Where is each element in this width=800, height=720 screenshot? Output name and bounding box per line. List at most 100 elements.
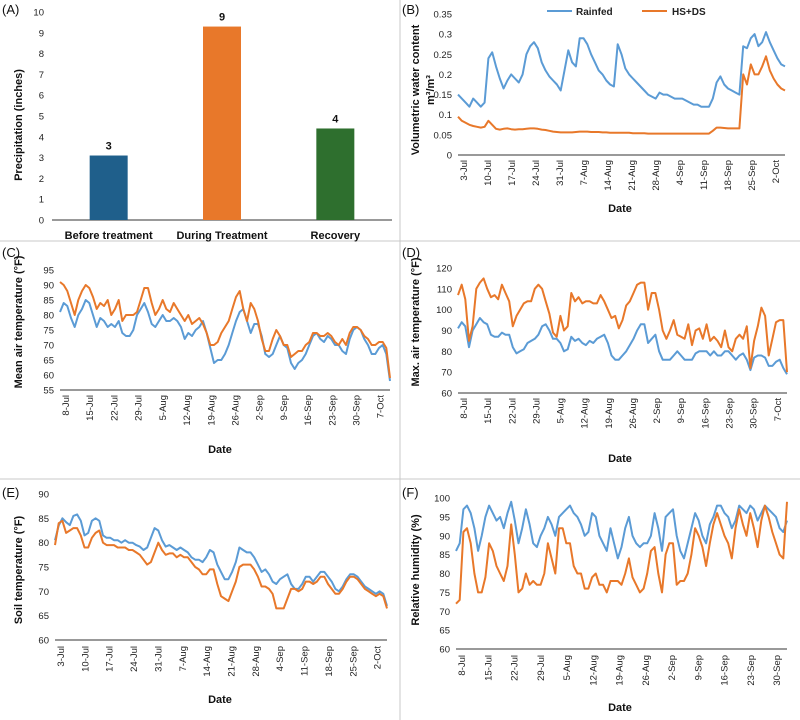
panel-e-ytick-label: 60: [38, 636, 49, 647]
panel-f-ytick-label: 100: [434, 494, 450, 505]
panel-c-xtick-label: 9-Sep: [279, 395, 290, 420]
panel-b-ytick-label: 0.15: [434, 90, 453, 101]
panel-d-xlabel: Date: [608, 453, 632, 465]
panel-c-xtick-label: 2-Sep: [255, 395, 266, 420]
panel-e-xtick-label: 21-Aug: [227, 646, 238, 677]
panel-a-bar: [89, 155, 128, 220]
panel-e-xtick-label: 2-Oct: [373, 646, 384, 670]
panel-d-xtick-label: 8-Jul: [459, 398, 470, 419]
panel-c-ytick-label: 65: [43, 356, 54, 367]
panel-a-ytick-label: 0: [39, 216, 44, 227]
panel-b-ytick-label: 0.25: [434, 50, 453, 61]
panel-e-xtick-label: 3-Jul: [56, 646, 67, 667]
panel-e-xtick-label: 11-Sep: [300, 646, 311, 676]
panel-b-xtick-label: 25-Sep: [747, 160, 758, 191]
panel-e-ytick-label: 70: [38, 587, 49, 598]
panel-b-ytick-label: 0: [447, 151, 452, 162]
panel-e-ytick-label: 80: [38, 538, 49, 549]
panel-c-ytick-label: 55: [43, 386, 54, 397]
panel-d-max-air-temp-chart: (D) Max. air temperature (°F) Date 60 70 8…: [402, 245, 788, 465]
panel-b-xtick-label: 3-Jul: [459, 160, 470, 181]
panel-a-ytick-label: 3: [39, 153, 44, 164]
panel-b-series-hsds: [457, 55, 786, 135]
panel-b-xlabel: Date: [608, 203, 632, 215]
panel-b-label: (B): [402, 2, 419, 17]
panel-d-ytick-label: 60: [441, 389, 452, 400]
panel-b-xtick-label: 7-Aug: [579, 160, 590, 185]
panel-c-label: (C): [2, 245, 20, 260]
panel-a-bar-value-label: 9: [219, 12, 225, 24]
panel-a-precipitation-bar-chart: (A) Precipitation (inches) 0 1 2 3 4 5 6 7 8 9 10 3…: [2, 2, 392, 242]
panel-e-xtick-label: 18-Sep: [324, 646, 335, 677]
panel-d-xtick-label: 5-Aug: [556, 398, 567, 423]
panel-c-xlabel: Date: [208, 444, 232, 456]
panel-e-label: (E): [2, 485, 19, 500]
panel-d-xtick-label: 16-Sep: [700, 398, 711, 429]
panel-f-xtick-label: 29-Jul: [536, 655, 547, 681]
panel-c-ytick-label: 70: [43, 341, 54, 352]
panel-b-xtick-label: 14-Aug: [603, 160, 614, 191]
panel-a-ytick-label: 4: [39, 132, 44, 143]
panel-c-xtick-label: 30-Sep: [352, 395, 363, 426]
panel-c-xtick-label: 7-Oct: [376, 395, 387, 419]
panel-e-xtick-label: 31-Jul: [153, 646, 164, 672]
panel-b-xtick-label: 21-Aug: [627, 160, 638, 191]
panel-b-ylabel: Volumetric water content: [410, 24, 422, 155]
panel-c-series-hsds: [59, 281, 391, 379]
panel-a-category-label: Before treatment: [65, 230, 153, 242]
panel-e-xtick-label: 4-Sep: [275, 646, 286, 671]
panel-f-xtick-label: 9-Sep: [693, 655, 704, 680]
panel-f-xlabel: Date: [608, 702, 632, 714]
panel-d-ytick-label: 100: [436, 305, 452, 316]
panel-c-xtick-label: 22-Jul: [109, 395, 120, 421]
panel-b-water-content-chart: (B) Volumetric water content m³/m³ Date …: [402, 2, 786, 215]
panel-f-relative-humidity-chart: (F) Relative humidity (%) Date 60 65 70 75 8…: [402, 485, 788, 714]
panel-c-xtick-label: 8-Jul: [61, 395, 72, 416]
panel-d-xtick-label: 29-Jul: [531, 398, 542, 424]
panel-d-ylabel: Max. air temperature (°F): [410, 257, 422, 386]
panel-c-xtick-label: 23-Sep: [327, 395, 338, 426]
legend-hsds-label: HS+DS: [672, 7, 706, 18]
panel-c-mean-air-temp-chart: (C) Mean air temperature (°F) Date 55 60 6…: [2, 245, 391, 456]
panel-c-ytick-label: 60: [43, 371, 54, 382]
panel-f-ylabel: Relative humidity (%): [410, 514, 422, 626]
panel-e-ytick-label: 85: [38, 514, 49, 525]
panel-e-xtick-label: 7-Aug: [178, 646, 189, 671]
panel-a-bar: [316, 128, 355, 220]
panel-b-xtick-label: 17-Jul: [507, 160, 518, 186]
panel-c-ytick-label: 75: [43, 326, 54, 337]
panel-a-category-label: During Treatment: [176, 230, 267, 242]
panel-c-ytick-label: 90: [43, 281, 54, 292]
panel-f-xtick-label: 12-Aug: [588, 655, 599, 686]
panel-c-xtick-label: 26-Aug: [231, 395, 242, 426]
panel-f-label: (F): [402, 485, 419, 500]
panel-a-ytick-label: 1: [39, 195, 44, 206]
panel-f-xtick-label: 19-Aug: [615, 655, 626, 686]
legend-rainfed-label: Rainfed: [576, 7, 613, 18]
panel-a-ytick-label: 9: [39, 28, 44, 39]
panel-b-ytick-label: 0.05: [434, 130, 453, 141]
panel-e-series-rainfed: [54, 513, 388, 607]
panel-f-series-rainfed: [455, 500, 788, 560]
panel-e-xtick-label: 24-Jul: [129, 646, 140, 672]
panel-d-xtick-label: 26-Aug: [628, 398, 639, 429]
panel-f-ytick-label: 95: [439, 512, 450, 523]
panel-c-series-rainfed: [59, 299, 391, 382]
panel-a-bar-value-label: 3: [106, 141, 112, 153]
panel-a-category-label: Recovery: [311, 230, 361, 242]
panel-f-xtick-label: 30-Sep: [772, 655, 783, 686]
panel-e-xtick-label: 25-Sep: [348, 646, 359, 677]
panel-d-ytick-label: 120: [436, 264, 452, 275]
panel-b-ytick-label: 0.3: [439, 30, 452, 41]
panel-c-xtick-label: 5-Aug: [158, 395, 169, 420]
panel-a-bar: [203, 26, 241, 221]
panel-f-xtick-label: 23-Sep: [746, 655, 757, 686]
panel-c-xtick-label: 29-Jul: [134, 395, 145, 421]
panel-b-xtick-label: 10-Jul: [483, 160, 494, 186]
panel-f-ytick-label: 60: [439, 645, 450, 656]
panel-a-ylabel: Precipitation (inches): [13, 69, 25, 181]
panel-a-label: (A): [2, 2, 19, 17]
panel-a-ytick-label: 7: [39, 70, 44, 81]
panel-e-xtick-label: 17-Jul: [105, 646, 116, 672]
panel-e-xtick-label: 28-Aug: [251, 646, 262, 677]
